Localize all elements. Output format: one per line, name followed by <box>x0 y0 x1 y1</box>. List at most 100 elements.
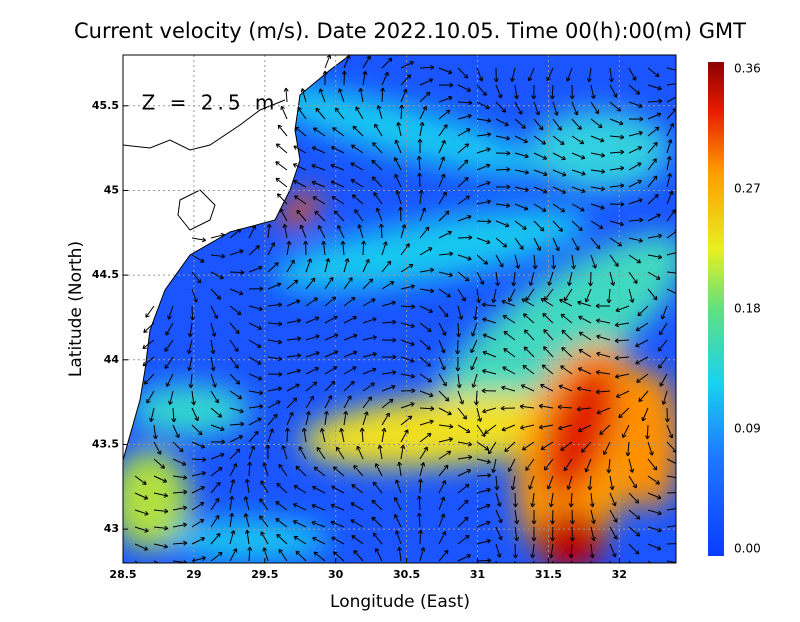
vector-arrow <box>294 126 307 137</box>
vector-arrow <box>476 67 484 82</box>
vector-arrow <box>275 518 288 528</box>
vector-arrow <box>438 156 446 171</box>
vector-arrow <box>577 367 592 375</box>
vector-arrow <box>375 207 383 222</box>
vector-arrow <box>244 529 250 545</box>
vector-arrow <box>248 265 263 273</box>
vector-arrow <box>210 373 217 388</box>
vector-arrow <box>495 254 504 268</box>
vector-arrow <box>324 258 331 273</box>
vector-arrow <box>293 536 307 545</box>
vector-arrow <box>531 84 537 100</box>
vector-arrow <box>191 486 206 494</box>
vector-arrow <box>628 67 637 81</box>
vector-arrows <box>134 55 676 563</box>
vector-arrow <box>533 203 547 212</box>
vector-arrow <box>495 220 510 228</box>
vector-arrow <box>286 397 298 409</box>
vector-arrow <box>210 271 224 280</box>
vector-arrow <box>587 475 593 491</box>
vector-arrow <box>419 64 435 70</box>
vector-arrow <box>191 424 203 436</box>
vector-arrow <box>419 226 430 239</box>
vector-arrow <box>419 322 432 333</box>
vector-arrow <box>350 144 364 154</box>
vector-arrow <box>143 373 155 385</box>
vector-arrow <box>332 551 345 562</box>
vector-arrow <box>210 288 222 300</box>
vector-arrow <box>476 101 490 110</box>
vector-arrow <box>418 189 424 205</box>
vector-arrow <box>210 481 221 494</box>
vector-arrow <box>400 388 416 394</box>
vector-arrow <box>578 424 592 433</box>
vector-arrow <box>419 373 433 383</box>
vector-arrow <box>172 424 180 439</box>
border <box>123 99 286 151</box>
vector-arrow <box>210 514 220 528</box>
vector-arrow <box>614 338 630 344</box>
vector-arrow <box>482 333 497 341</box>
vector-arrow <box>153 560 160 563</box>
vector-arrow <box>248 390 264 396</box>
vector-arrow <box>495 184 511 190</box>
vector-arrow <box>210 253 226 259</box>
vector-arrow <box>628 116 644 122</box>
vector-arrow <box>438 305 449 318</box>
vector-arrow <box>519 404 535 410</box>
vector-arrow <box>589 492 595 508</box>
vector-arrow <box>341 70 347 86</box>
vector-arrow <box>558 424 573 431</box>
vector-arrow <box>644 424 650 440</box>
vector-arrow <box>438 339 446 354</box>
vector-arrow <box>400 224 407 239</box>
vector-arrow <box>350 162 364 171</box>
vector-arrow <box>153 543 169 549</box>
vector-arrow <box>330 520 345 528</box>
vector-arrow <box>260 480 269 494</box>
vector-arrow <box>476 472 492 478</box>
vector-arrow <box>229 479 236 494</box>
vector-arrow <box>400 402 415 409</box>
vector-arrow <box>666 271 676 274</box>
vector-arrow <box>520 424 535 430</box>
vector-arrow <box>476 218 492 224</box>
vector-arrow <box>647 126 660 137</box>
vector-arrow <box>248 430 259 443</box>
vector-arrow <box>438 109 451 120</box>
vector-arrow <box>352 125 364 137</box>
vector-arrow <box>666 424 674 439</box>
vector-arrow <box>400 263 414 273</box>
vector-arrow <box>248 356 262 365</box>
vector-arrow <box>538 403 554 409</box>
vector-arrow <box>266 223 272 239</box>
vector-arrow <box>438 191 447 205</box>
vector-arrow <box>495 101 507 113</box>
vector-arrow <box>647 158 657 171</box>
vector-arrow <box>609 201 625 207</box>
vector-arrow <box>456 322 462 338</box>
map-title: Current velocity (m/s). Date 2022.10.05.… <box>74 19 746 43</box>
vector-arrow <box>590 152 606 158</box>
colorbar-tick-label: 0.00 <box>734 542 761 556</box>
vector-arrow <box>533 135 546 145</box>
vector-arrow <box>381 337 397 343</box>
vector-arrow <box>666 229 676 239</box>
vector-arrow <box>330 180 345 188</box>
vector-arrow <box>495 118 509 127</box>
vector-arrow <box>332 466 345 477</box>
vector-arrow <box>457 84 472 92</box>
vector-arrow <box>563 288 573 302</box>
vector-arrow <box>324 276 334 290</box>
vector-arrow <box>596 334 611 341</box>
vector-arrow <box>476 271 485 285</box>
vector-arrow <box>381 319 397 325</box>
vector-arrow <box>438 251 454 257</box>
vector-arrow <box>371 159 383 171</box>
vector-arrow <box>578 331 592 341</box>
vector-arrow <box>532 254 538 270</box>
x-tick-label: 28.5 <box>109 568 136 581</box>
vector-arrow <box>590 237 601 250</box>
vector-arrow <box>628 217 644 223</box>
vector-arrow <box>520 384 535 392</box>
